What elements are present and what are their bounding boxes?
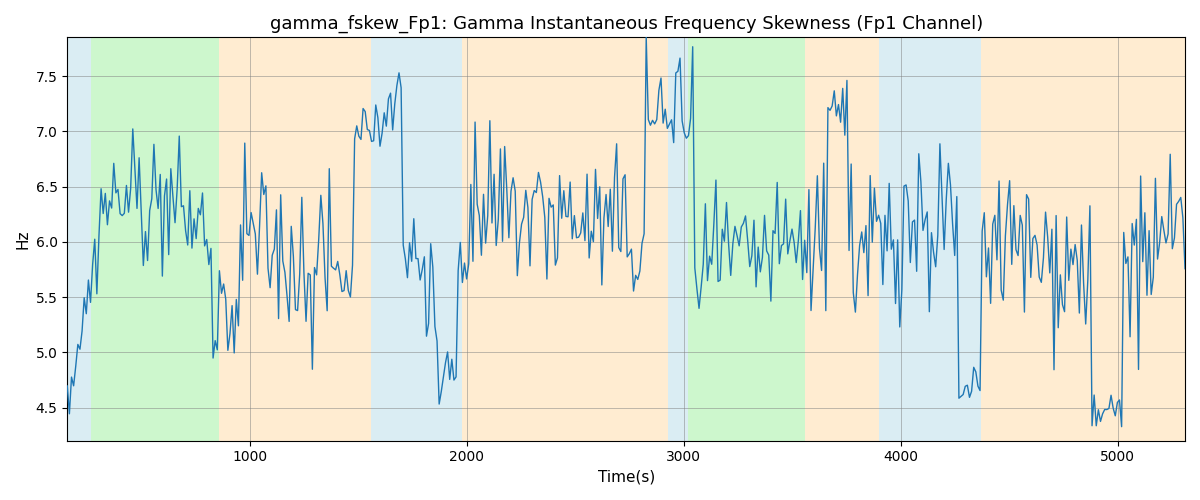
Bar [371,38,462,440]
Title: gamma_fskew_Fp1: Gamma Instantaneous Frequency Skewness (Fp1 Channel): gamma_fskew_Fp1: Gamma Instantaneous Fre… [270,15,983,34]
Bar [67,38,91,440]
Bar [91,38,220,440]
Bar [220,38,371,440]
Y-axis label: Hz: Hz [16,230,30,249]
Bar [462,38,668,440]
Bar [668,38,688,440]
X-axis label: Time(s): Time(s) [598,470,655,485]
Bar [878,38,980,440]
Bar [980,38,1186,440]
Bar [688,38,805,440]
Bar [805,38,878,440]
